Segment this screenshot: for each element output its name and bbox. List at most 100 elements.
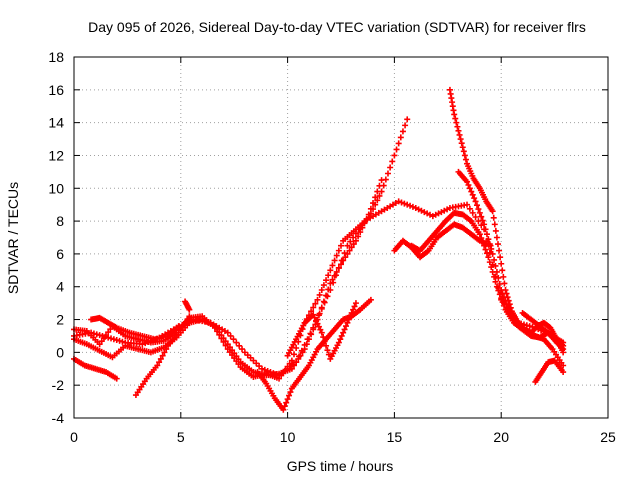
data-marker	[331, 257, 338, 264]
data-point	[288, 365, 295, 372]
data-marker	[226, 344, 233, 351]
data-marker	[459, 144, 466, 151]
data-marker	[299, 349, 306, 356]
data-marker	[315, 323, 322, 330]
data-marker	[502, 297, 509, 304]
data-marker	[342, 323, 349, 330]
data-marker	[311, 314, 318, 321]
grid-lines	[74, 57, 608, 418]
data-marker	[479, 217, 486, 224]
data-point	[560, 369, 567, 376]
data-marker	[291, 351, 298, 358]
data-marker	[471, 195, 478, 202]
y-tick-label: 10	[48, 180, 64, 196]
data-marker	[230, 336, 237, 343]
data-marker	[233, 339, 240, 346]
data-marker	[316, 310, 323, 317]
data-marker	[293, 359, 300, 366]
data-marker	[286, 392, 293, 399]
data-point	[310, 311, 317, 318]
data-marker	[466, 205, 473, 212]
data-marker	[483, 250, 490, 257]
data-marker	[317, 326, 324, 333]
data-marker	[335, 247, 342, 254]
data-marker	[308, 331, 315, 338]
data-marker	[350, 306, 357, 313]
data-marker	[488, 245, 495, 252]
data-marker	[108, 335, 115, 342]
data-point	[464, 201, 471, 208]
data-marker	[350, 234, 357, 241]
data-marker	[497, 254, 504, 261]
data-marker	[161, 349, 168, 356]
data-marker	[320, 282, 327, 289]
data-marker	[325, 272, 332, 279]
y-tick-label: 0	[56, 344, 64, 360]
data-marker	[218, 332, 225, 339]
data-marker	[324, 347, 331, 354]
data-marker	[337, 336, 344, 343]
data-marker	[491, 256, 498, 263]
data-marker	[472, 213, 479, 220]
data-marker	[283, 399, 290, 406]
data-marker	[345, 316, 352, 323]
data-marker	[493, 268, 500, 275]
data-marker	[469, 209, 476, 216]
data-marker	[346, 247, 353, 254]
data-marker	[460, 148, 467, 155]
data-marker	[492, 227, 499, 234]
data-marker	[374, 197, 381, 204]
data-marker	[496, 291, 503, 298]
data-marker	[495, 274, 502, 281]
y-tick-label: 12	[48, 147, 64, 163]
data-marker	[466, 185, 473, 192]
series-track-14	[532, 357, 567, 385]
y-tick-label: 14	[48, 115, 64, 131]
data-marker	[338, 332, 345, 339]
data-marker	[347, 238, 354, 245]
data-marker	[355, 233, 362, 240]
data-marker	[370, 200, 377, 207]
series-track-4	[71, 355, 120, 382]
data-marker	[387, 164, 394, 171]
data-marker	[338, 242, 344, 249]
data-marker	[286, 360, 293, 367]
data-marker	[222, 338, 229, 345]
data-series	[71, 86, 567, 413]
data-point	[258, 365, 265, 372]
data-marker	[374, 188, 381, 195]
series-track-12	[446, 86, 567, 356]
data-marker	[329, 262, 336, 269]
y-tick-label: 18	[48, 49, 64, 65]
data-marker	[233, 353, 240, 360]
data-marker	[303, 341, 310, 348]
data-point	[457, 136, 464, 143]
data-marker	[220, 335, 227, 342]
data-point	[476, 231, 483, 238]
data-marker	[499, 290, 506, 297]
data-marker	[116, 337, 123, 344]
data-marker	[236, 342, 243, 349]
data-marker	[93, 331, 100, 338]
y-tick-label: 16	[48, 82, 64, 98]
data-point	[344, 242, 351, 249]
data-marker	[287, 389, 294, 396]
data-marker	[456, 131, 463, 138]
data-marker	[367, 205, 374, 212]
data-marker	[359, 224, 366, 231]
data-marker	[348, 244, 355, 251]
data-point	[404, 116, 411, 123]
data-marker	[486, 259, 493, 266]
y-axis-label: SDTVAR / TECUs	[5, 182, 21, 294]
data-point	[186, 306, 193, 313]
y-tick-label: 4	[56, 279, 64, 295]
data-point	[344, 319, 351, 326]
data-marker	[159, 352, 166, 359]
data-marker	[231, 350, 238, 357]
data-point	[489, 250, 496, 257]
data-point	[335, 339, 342, 346]
data-marker	[505, 304, 512, 311]
data-marker	[397, 134, 404, 141]
data-marker	[454, 123, 461, 130]
data-marker	[402, 122, 409, 129]
